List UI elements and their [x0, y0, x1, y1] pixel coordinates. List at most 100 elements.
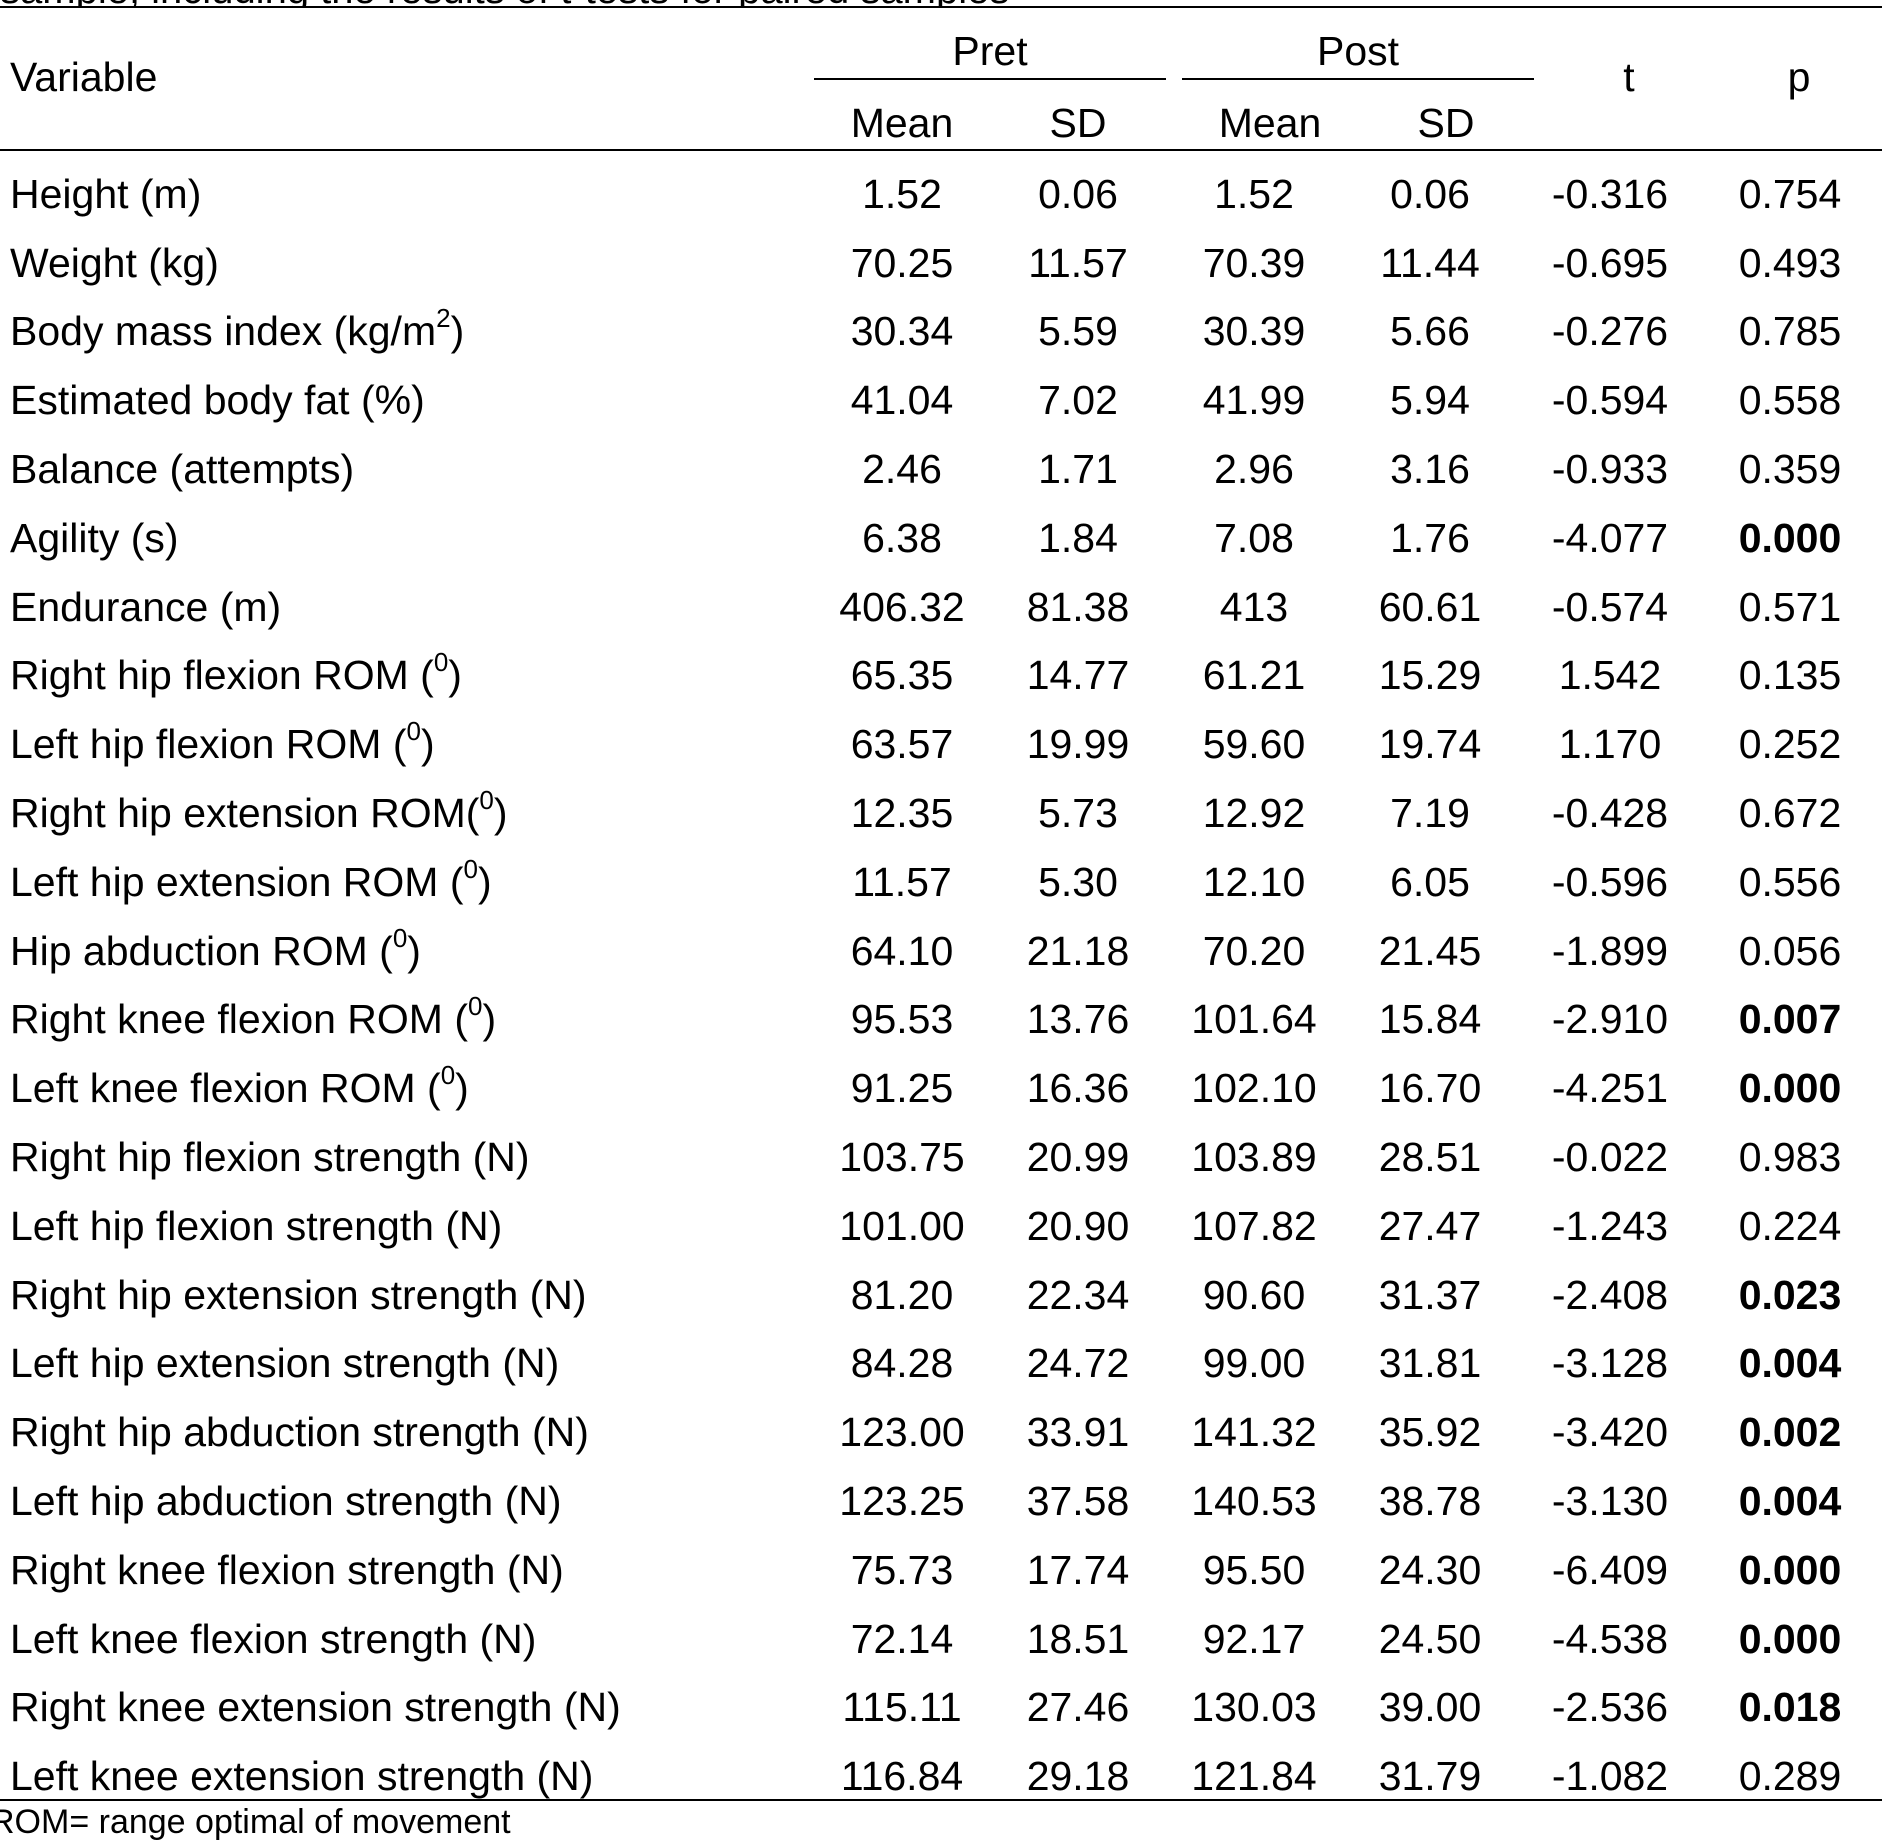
- degree-superscript: 0: [468, 991, 483, 1022]
- table-row: Left knee extension strength (N) 116.84 29…: [0, 1742, 1882, 1811]
- cell-pret-mean: 63.57: [850, 721, 954, 768]
- cell-p: 0.004: [1738, 1478, 1842, 1525]
- variable-label: Right hip abduction strength (N): [10, 1409, 589, 1456]
- post-group-rule: [1182, 78, 1534, 80]
- cell-variable: Right knee extension strength (N): [0, 1684, 814, 1731]
- cell-post-mean: 413: [1219, 583, 1289, 630]
- cell-post-sd: 19.74: [1378, 721, 1482, 768]
- cell-variable: Endurance (m): [0, 584, 814, 631]
- cell-pret-mean: 64.10: [850, 927, 954, 974]
- cell-post-sd: 24.50: [1378, 1615, 1482, 1662]
- cell-post-sd: 7.19: [1390, 790, 1470, 837]
- cell-variable: Left knee flexion strength (N): [0, 1616, 814, 1663]
- cell-post-mean: 12.10: [1202, 858, 1306, 905]
- degree-superscript: 2: [436, 303, 451, 334]
- cell-variable: Hip abduction ROM (0): [0, 925, 814, 975]
- variable-label: Endurance (m): [10, 583, 282, 630]
- cell-t: -0.695: [1551, 239, 1669, 286]
- table-row: Height (m) 1.52 0.06 1.52 0.06 -0.316 0.754: [0, 160, 1882, 229]
- cell-post-sd: 24.30: [1378, 1546, 1482, 1593]
- cell-t: -3.130: [1551, 1478, 1669, 1525]
- cell-pret-mean: 115.11: [842, 1684, 962, 1731]
- cell-variable: Right hip flexion ROM (0): [0, 649, 814, 699]
- cell-pret-mean: 116.84: [840, 1753, 964, 1800]
- cell-pret-mean: 123.25: [839, 1478, 965, 1525]
- cell-p: 0.359: [1738, 446, 1842, 493]
- cell-pret-sd: 14.77: [1026, 652, 1130, 699]
- cell-post-sd: 5.94: [1390, 377, 1470, 424]
- degree-superscript: 0: [463, 853, 478, 884]
- cell-post-sd: 0.06: [1390, 170, 1470, 217]
- cell-p: 0.135: [1738, 652, 1842, 699]
- cell-post-sd: 15.84: [1378, 996, 1482, 1043]
- cell-variable: Balance (attempts): [0, 446, 814, 493]
- cell-pret-mean: 11.57: [852, 858, 952, 905]
- cell-pret-mean: 75.73: [850, 1546, 954, 1593]
- header-post-mean: Mean: [1218, 100, 1322, 146]
- cell-pret-sd: 16.36: [1026, 1065, 1130, 1112]
- table-row: Left hip abduction strength (N) 123.25 37.…: [0, 1467, 1882, 1536]
- header-rule: [0, 149, 1882, 151]
- cell-pret-mean: 123.00: [839, 1409, 965, 1456]
- cell-p: 0.018: [1738, 1684, 1842, 1731]
- cell-post-sd: 31.79: [1378, 1753, 1482, 1800]
- cell-pret-sd: 5.73: [1038, 790, 1118, 837]
- cell-variable: Left hip flexion ROM (0): [0, 718, 814, 768]
- cell-post-sd: 5.66: [1390, 308, 1470, 355]
- cell-variable: Left hip flexion strength (N): [0, 1203, 814, 1250]
- table-row: Endurance (m) 406.32 81.38 413 60.61 -0.574 0.…: [0, 573, 1882, 642]
- variable-label: Right hip flexion strength (N): [10, 1134, 530, 1181]
- variable-label: Left hip flexion ROM (: [10, 721, 407, 768]
- header-post-sd: SD: [1417, 100, 1475, 146]
- cell-pret-sd: 27.46: [1026, 1684, 1130, 1731]
- variable-label: Left knee flexion strength (N): [10, 1615, 537, 1662]
- variable-label-suffix: ): [420, 721, 435, 768]
- cell-post-mean: 7.08: [1214, 514, 1294, 561]
- variable-label-suffix: ): [450, 308, 465, 355]
- cell-pret-sd: 7.02: [1038, 377, 1118, 424]
- cell-p: 0.983: [1738, 1134, 1842, 1181]
- cell-post-sd: 27.47: [1378, 1202, 1482, 1249]
- cell-variable: Left knee flexion ROM (0): [0, 1062, 814, 1112]
- cell-post-mean: 12.92: [1202, 790, 1306, 837]
- table-row: Right knee flexion strength (N) 75.73 17.7…: [0, 1536, 1882, 1605]
- cell-pret-mean: 30.34: [850, 308, 954, 355]
- table-row: Left knee flexion ROM (0) 91.25 16.36 102.1…: [0, 1054, 1882, 1123]
- cell-variable: Left knee extension strength (N): [0, 1753, 814, 1800]
- cell-post-mean: 41.99: [1202, 377, 1306, 424]
- cell-post-mean: 121.84: [1191, 1753, 1317, 1800]
- variable-label: Right hip extension strength (N): [10, 1271, 587, 1318]
- cell-post-sd: 16.70: [1378, 1065, 1482, 1112]
- cell-pret-mean: 101.00: [839, 1202, 965, 1249]
- cell-t: -4.538: [1551, 1615, 1669, 1662]
- table-row: Body mass index (kg/m2) 30.34 5.59 30.39 5.6…: [0, 298, 1882, 367]
- cell-t: -0.428: [1551, 790, 1669, 837]
- cell-post-mean: 140.53: [1191, 1478, 1317, 1525]
- variable-label: Weight (kg): [10, 239, 219, 286]
- cell-t: -1.243: [1551, 1202, 1669, 1249]
- variable-label: Hip abduction ROM (: [10, 927, 393, 974]
- cell-pret-mean: 72.14: [850, 1615, 954, 1662]
- variable-label-suffix: ): [493, 790, 508, 837]
- cell-pret-sd: 22.34: [1026, 1271, 1130, 1318]
- degree-superscript: 0: [440, 1060, 456, 1091]
- header-variable: Variable: [10, 54, 158, 100]
- cell-p: 0.002: [1738, 1409, 1842, 1456]
- cell-post-sd: 38.78: [1378, 1478, 1482, 1525]
- cell-t: -0.594: [1551, 377, 1669, 424]
- cell-post-sd: 21.45: [1378, 927, 1482, 974]
- cell-pret-mean: 103.75: [839, 1134, 965, 1181]
- cell-post-mean: 101.64: [1191, 996, 1317, 1043]
- cell-pret-mean: 2.46: [862, 446, 942, 493]
- cell-pret-sd: 18.51: [1026, 1615, 1130, 1662]
- variable-label: Height (m): [10, 170, 202, 217]
- cell-p: 0.000: [1738, 1615, 1842, 1662]
- pret-group-rule: [814, 78, 1166, 80]
- variable-label-suffix: ): [407, 927, 421, 974]
- table-row: Left hip extension strength (N) 84.28 24.7…: [0, 1330, 1882, 1399]
- variable-label: Left hip flexion strength (N): [10, 1202, 503, 1249]
- header-pret-mean: Mean: [850, 100, 954, 146]
- cell-variable: Weight (kg): [0, 240, 814, 287]
- cell-post-mean: 59.60: [1202, 721, 1306, 768]
- table-row: Right hip extension strength (N) 81.20 22.…: [0, 1261, 1882, 1330]
